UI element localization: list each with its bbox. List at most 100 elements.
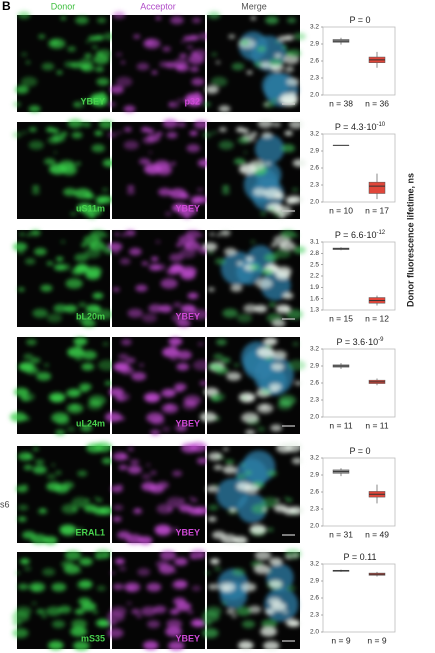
- signal: [64, 550, 82, 561]
- y-tick-label: 2.3: [310, 182, 319, 189]
- signal: [134, 508, 142, 513]
- signal: [282, 292, 294, 300]
- signal: [70, 388, 81, 396]
- n-label: n = 49: [365, 529, 389, 539]
- signal: [159, 304, 173, 313]
- signal: [52, 620, 66, 629]
- signal: [161, 426, 171, 432]
- signal: [32, 185, 40, 190]
- signal: [25, 61, 31, 64]
- p-value: P = 6.6·10-12: [335, 230, 386, 241]
- signal: [64, 304, 78, 313]
- signal: [150, 470, 157, 475]
- signal: [31, 601, 37, 606]
- signal: [220, 229, 231, 237]
- signal: [141, 481, 157, 492]
- signal: [235, 606, 252, 617]
- n-label: n = 17: [365, 205, 389, 215]
- panel-label: B: [2, 0, 11, 13]
- micrograph-signal: [11, 548, 112, 651]
- signal: [221, 189, 230, 195]
- signal: [272, 98, 278, 102]
- signal: [166, 619, 183, 629]
- signal: [284, 554, 293, 560]
- signal: [96, 585, 106, 592]
- signal: [261, 405, 268, 409]
- signal: [26, 233, 31, 237]
- signal: [94, 441, 112, 453]
- signal: [159, 550, 177, 561]
- signal: [231, 62, 245, 71]
- signal: [60, 240, 66, 244]
- signal: [214, 258, 226, 265]
- signal: [207, 516, 217, 522]
- signal: [245, 429, 256, 436]
- signal: [207, 250, 215, 255]
- signal: [71, 268, 83, 276]
- signal: [84, 53, 92, 58]
- y-tick-label: 2.9: [310, 472, 319, 479]
- signal: [170, 162, 176, 166]
- signal: [98, 120, 114, 129]
- signal: [167, 508, 173, 511]
- signal: [176, 319, 191, 328]
- signal: [172, 527, 179, 532]
- p-value-text: P = 6.6·10: [335, 230, 377, 240]
- signal: [209, 232, 215, 236]
- signal: [212, 530, 226, 540]
- signal: [99, 506, 114, 515]
- signal: [46, 481, 62, 492]
- signal: [47, 136, 60, 144]
- signal: [242, 620, 256, 629]
- signal: [261, 131, 273, 139]
- signal: [79, 557, 93, 566]
- signal: [236, 473, 247, 480]
- signal: [282, 610, 289, 614]
- acceptor-label: p32: [184, 96, 200, 106]
- signal: [275, 270, 291, 280]
- signal: [46, 261, 54, 266]
- y-tick-label: 2.3: [310, 397, 319, 404]
- signal: [12, 242, 28, 252]
- y-tick-label: 2.6: [310, 58, 319, 65]
- signal: [180, 304, 196, 314]
- signal: [202, 620, 212, 626]
- signal: [95, 309, 114, 320]
- signal: [80, 424, 93, 432]
- signal: [199, 380, 208, 386]
- signal: [202, 131, 212, 138]
- signal: [286, 498, 293, 503]
- signal: [137, 568, 151, 576]
- signal: [43, 158, 55, 165]
- signal: [158, 564, 176, 575]
- signal: [285, 66, 294, 72]
- y-tick-label: 2.0: [310, 199, 319, 206]
- donor-label: uS11m: [76, 203, 105, 213]
- signal: [23, 566, 32, 571]
- signal: [140, 127, 150, 133]
- signal: [202, 101, 212, 107]
- signal: [246, 70, 253, 75]
- signal: [107, 620, 117, 626]
- signal: [250, 240, 256, 244]
- signal: [271, 319, 286, 328]
- signal: [89, 214, 96, 219]
- signal: [288, 120, 304, 129]
- signal: [263, 640, 280, 651]
- signal: [293, 32, 307, 41]
- signal: [107, 131, 117, 138]
- signal: [65, 278, 83, 289]
- signal: [17, 516, 27, 522]
- y-tick-label: 2.3: [310, 506, 319, 513]
- micrograph-signal: [107, 118, 212, 219]
- signal: [55, 470, 62, 475]
- signal: [135, 284, 148, 292]
- signal: [74, 188, 92, 199]
- signal: [277, 401, 293, 411]
- micrograph-signal: [199, 337, 306, 436]
- signal: [180, 40, 185, 43]
- signal: [292, 158, 307, 168]
- signal: [114, 558, 125, 565]
- signal: [166, 497, 184, 508]
- signal: [83, 504, 98, 513]
